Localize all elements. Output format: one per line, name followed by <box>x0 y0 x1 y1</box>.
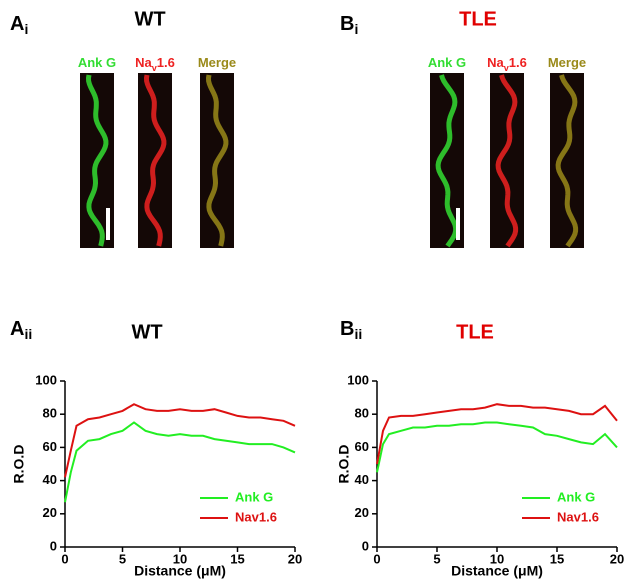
channel-label-part: Na <box>487 55 504 70</box>
micrograph <box>490 73 524 248</box>
series-line <box>64 421 296 503</box>
channel-label: Merge <box>198 55 236 70</box>
y-tick-label: 60 <box>43 439 57 454</box>
panel-label-part: i <box>354 21 358 37</box>
legend-label: Ank G <box>235 489 273 504</box>
panel-label-part: B <box>340 13 354 35</box>
x-tick-label: 10 <box>173 551 187 566</box>
panel-title: TLE <box>459 8 497 30</box>
channel-label: Nav1.6 <box>487 55 527 73</box>
panel-label-part: A <box>10 318 24 340</box>
x-tick-label: 20 <box>610 551 624 566</box>
channel-label-part: Na <box>135 55 152 70</box>
y-tick-label: 20 <box>43 505 57 520</box>
channel-label-part: Merge <box>548 55 586 70</box>
panel-label-part: B <box>340 318 354 340</box>
axon-signal <box>85 74 109 247</box>
axon-signal <box>435 74 459 248</box>
channel-label: Ank G <box>78 55 116 70</box>
channel-label-part: 1.6 <box>157 55 175 70</box>
series-line <box>376 403 618 465</box>
x-tick-label: 20 <box>288 551 302 566</box>
panel-title: WT <box>134 8 165 30</box>
channel-label: Merge <box>548 55 586 70</box>
panel-label-part: ii <box>24 326 32 342</box>
legend-label: Nav1.6 <box>235 509 277 524</box>
x-axis-label: Distance (μM) <box>451 563 543 579</box>
y-tick-label: 100 <box>347 372 369 387</box>
channel-label-part: 1.6 <box>509 55 527 70</box>
panel-label: Bi <box>340 13 358 36</box>
axon-signal <box>495 74 519 248</box>
y-tick-label: 60 <box>355 439 369 454</box>
x-tick-label: 15 <box>550 551 564 566</box>
legend-label: Nav1.6 <box>557 509 599 524</box>
x-tick-label: 10 <box>490 551 504 566</box>
y-tick-label: 0 <box>362 538 369 553</box>
y-tick-label: 80 <box>355 406 369 421</box>
axon-signal <box>143 74 167 247</box>
channel-label-part: Ank G <box>78 55 116 70</box>
y-axis-label: R.O.D <box>336 445 352 484</box>
channel-label-part: v <box>504 63 510 73</box>
scale-bar <box>456 208 460 240</box>
panel-label-part: A <box>10 13 24 35</box>
channel-label-part: Merge <box>198 55 236 70</box>
channel-label: Ank G <box>428 55 466 70</box>
x-tick-label: 0 <box>373 551 380 566</box>
axon-signal <box>205 74 229 247</box>
x-axis-label: Distance (μM) <box>134 563 226 579</box>
micrograph <box>550 73 584 248</box>
x-tick-label: 5 <box>433 551 440 566</box>
chart-title: TLE <box>456 321 494 343</box>
y-tick-label: 80 <box>43 406 57 421</box>
y-tick-label: 40 <box>355 472 369 487</box>
channel-label-part: v <box>152 63 158 73</box>
y-tick-label: 40 <box>43 472 57 487</box>
axon-signal <box>555 74 579 248</box>
panel-label: Ai <box>10 13 28 36</box>
channel-label: Nav1.6 <box>135 55 175 73</box>
y-tick-label: 100 <box>35 372 57 387</box>
x-tick-label: 0 <box>61 551 68 566</box>
legend-label: Ank G <box>557 489 595 504</box>
panel-label-part: ii <box>354 326 362 342</box>
y-axis-label: R.O.D <box>11 445 27 484</box>
series-line <box>64 403 296 478</box>
scale-bar <box>106 208 110 240</box>
x-tick-label: 5 <box>119 551 126 566</box>
series-line <box>376 421 618 473</box>
panel-label: Aii <box>10 318 32 341</box>
y-tick-label: 0 <box>50 538 57 553</box>
panel-label-part: i <box>24 21 28 37</box>
channel-label-part: Ank G <box>428 55 466 70</box>
x-tick-label: 15 <box>230 551 244 566</box>
panel-label: Bii <box>340 318 362 341</box>
chart-title: WT <box>131 321 162 343</box>
y-tick-label: 20 <box>355 505 369 520</box>
